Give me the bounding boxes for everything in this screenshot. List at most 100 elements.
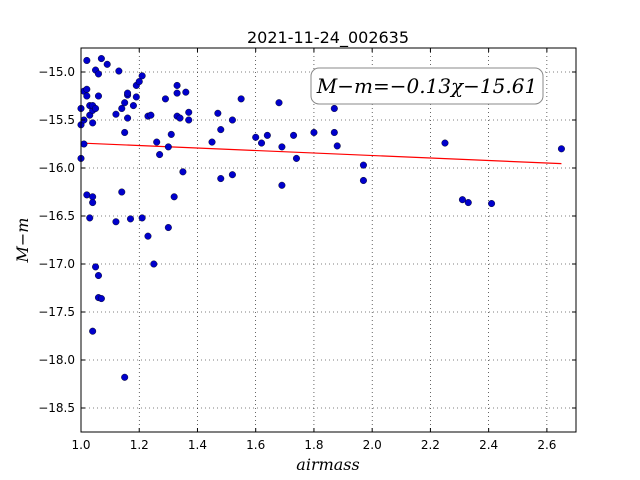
x-tick-label: 2.0: [363, 438, 382, 452]
data-point: [92, 263, 100, 271]
data-point: [161, 95, 169, 103]
data-point: [97, 55, 105, 63]
x-tick-label: 1.0: [71, 438, 90, 452]
x-tick-label: 1.8: [304, 438, 323, 452]
data-point: [97, 295, 105, 303]
axis-ticks: 1.0 1.2 1.4 1.6 1.8 2.0 2.2 2.4 2.6 −15.0 −15.5 −16…: [38, 48, 576, 452]
data-point: [89, 327, 97, 335]
y-tick-label: −16.0: [38, 161, 75, 175]
y-tick-label: −15.0: [38, 65, 75, 79]
data-point: [112, 218, 120, 226]
data-point: [290, 131, 298, 139]
data-point: [118, 104, 126, 112]
data-point: [359, 176, 367, 184]
x-tick-label: 2.6: [537, 438, 556, 452]
data-point: [292, 154, 300, 162]
x-tick-label: 2.4: [479, 438, 498, 452]
data-point: [217, 175, 225, 183]
data-point: [258, 139, 266, 147]
data-point: [182, 88, 190, 96]
data-point: [214, 109, 222, 117]
x-axis-label: airmass: [296, 455, 359, 474]
data-point: [557, 145, 565, 153]
data-point: [179, 168, 187, 176]
data-point: [330, 104, 338, 112]
x-tick-label: 2.2: [421, 438, 440, 452]
data-point: [252, 133, 260, 141]
data-point: [176, 114, 184, 122]
data-point: [124, 114, 132, 122]
plot-frame: [80, 47, 577, 433]
data-point: [89, 199, 97, 207]
data-point: [278, 143, 286, 151]
data-point: [83, 56, 91, 64]
data-point: [185, 108, 193, 116]
y-tick-label: −16.5: [38, 209, 75, 223]
y-tick-label: −18.5: [38, 401, 75, 415]
data-point: [164, 224, 172, 232]
data-point: [121, 99, 129, 107]
data-point: [144, 232, 152, 240]
data-point: [129, 102, 137, 110]
grid-lines: [80, 48, 576, 432]
data-point: [185, 116, 193, 124]
data-point: [138, 214, 146, 222]
data-point: [173, 81, 181, 89]
data-point: [333, 142, 341, 150]
fit-equation: M−m=−0.13χ−15.61: [316, 74, 537, 98]
data-point: [80, 140, 88, 148]
data-point: [488, 200, 496, 208]
data-point: [228, 171, 236, 179]
data-point: [208, 138, 216, 146]
y-tick-label: −17.5: [38, 305, 75, 319]
fit-equation-box: M−m=−0.13χ−15.61: [310, 67, 544, 105]
data-point: [83, 191, 91, 199]
data-point: [330, 128, 338, 136]
data-point: [153, 138, 161, 146]
data-point: [464, 199, 472, 207]
data-point: [458, 196, 466, 204]
data-point: [89, 119, 97, 127]
data-point: [310, 128, 318, 136]
chart-title: 2021-11-24_002635: [247, 28, 409, 48]
data-point: [138, 72, 146, 80]
data-point: [150, 260, 158, 268]
data-point: [83, 85, 91, 93]
data-point: [217, 126, 225, 134]
y-tick-label: −17.0: [38, 257, 75, 271]
data-point: [118, 188, 126, 196]
data-point: [115, 67, 123, 75]
data-point: [173, 89, 181, 97]
y-tick-label: −18.0: [38, 353, 75, 367]
data-point: [228, 116, 236, 124]
data-point: [359, 161, 367, 169]
data-point: [135, 78, 143, 86]
data-point: [86, 214, 94, 222]
data-point: [94, 272, 102, 280]
x-tick-label: 1.6: [246, 438, 265, 452]
data-point: [167, 130, 175, 138]
data-point: [237, 95, 245, 103]
data-point: [263, 131, 271, 139]
data-point: [156, 151, 164, 159]
data-point: [112, 110, 120, 118]
data-point: [441, 139, 449, 147]
fit-line-group: [80, 142, 562, 165]
data-point: [121, 128, 129, 136]
y-axis-label: M−m: [13, 218, 32, 264]
data-point: [92, 104, 100, 112]
data-point: [94, 92, 102, 100]
data-point: [121, 373, 129, 381]
data-point: [94, 70, 102, 78]
data-point: [164, 143, 172, 151]
data-point: [103, 60, 111, 68]
x-tick-label: 1.4: [188, 438, 207, 452]
x-tick-label: 1.2: [130, 438, 149, 452]
data-point: [275, 99, 283, 107]
data-points: [77, 55, 565, 381]
data-point: [278, 181, 286, 189]
data-point: [170, 193, 178, 201]
data-point: [124, 89, 132, 97]
data-point: [132, 93, 140, 101]
